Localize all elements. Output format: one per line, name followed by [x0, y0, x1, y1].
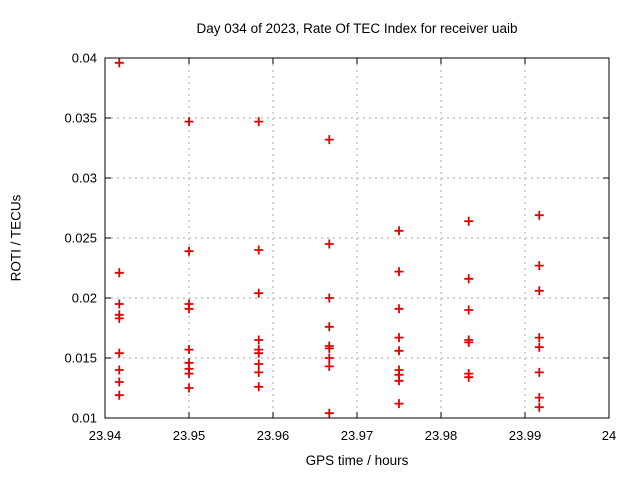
data-point-marker — [184, 304, 194, 314]
data-point-marker — [394, 333, 404, 343]
data-point-marker — [114, 313, 124, 323]
y-tick-label: 0.015 — [64, 351, 97, 366]
x-axis-label: GPS time / hours — [305, 453, 409, 468]
data-point-marker — [394, 399, 404, 409]
data-point-marker — [254, 117, 264, 127]
y-tick-label: 0.025 — [64, 231, 97, 246]
y-tick-label: 0.04 — [72, 51, 97, 66]
data-point-marker — [324, 361, 334, 371]
data-point-marker — [114, 377, 124, 387]
y-tick-label: 0.02 — [72, 291, 97, 306]
data-point-marker — [534, 402, 544, 412]
data-point-marker — [184, 369, 194, 379]
data-point-marker — [534, 261, 544, 271]
data-point-marker — [324, 322, 334, 332]
data-point-marker — [114, 299, 124, 309]
x-tick-label: 23.99 — [509, 428, 542, 443]
data-point-marker — [324, 239, 334, 249]
data-point-marker — [534, 210, 544, 220]
y-axis-label: ROTI / TECUs — [8, 194, 24, 282]
x-tick-label: 23.95 — [173, 428, 206, 443]
data-point-marker — [324, 135, 334, 145]
chart-title: Day 034 of 2023, Rate Of TEC Index for r… — [196, 21, 518, 36]
y-tick-label: 0.01 — [72, 411, 97, 426]
data-point-marker — [254, 359, 264, 369]
data-point-marker — [324, 343, 334, 353]
data-point-marker — [254, 382, 264, 392]
data-point-marker — [324, 408, 334, 418]
data-point-marker — [324, 293, 334, 303]
data-point-marker — [254, 348, 264, 358]
data-point-marker — [394, 376, 404, 386]
data-point-marker — [114, 348, 124, 358]
y-tick-label: 0.035 — [64, 111, 97, 126]
data-point-marker — [394, 304, 404, 314]
data-point-marker — [254, 335, 264, 345]
data-point-marker — [394, 267, 404, 277]
data-point-marker — [394, 346, 404, 356]
data-point-marker — [534, 333, 544, 343]
data-point-marker — [184, 117, 194, 127]
x-tick-label: 23.98 — [425, 428, 458, 443]
data-point-marker — [534, 367, 544, 377]
data-point-marker — [254, 367, 264, 377]
data-point-marker — [534, 286, 544, 296]
data-point-marker — [464, 274, 474, 284]
data-point-marker — [184, 345, 194, 355]
data-point-marker — [254, 245, 264, 255]
data-point-marker — [114, 268, 124, 278]
data-point-marker — [534, 342, 544, 352]
x-tick-label: 23.97 — [341, 428, 374, 443]
data-point-marker — [184, 246, 194, 256]
data-point-marker — [464, 216, 474, 226]
data-point-marker — [464, 337, 474, 347]
x-tick-label: 23.96 — [257, 428, 290, 443]
y-tick-label: 0.03 — [72, 171, 97, 186]
data-point-marker — [114, 58, 124, 68]
data-point-marker — [114, 390, 124, 400]
data-point-marker — [184, 383, 194, 393]
x-tick-label: 23.94 — [89, 428, 122, 443]
data-point-marker — [324, 353, 334, 363]
data-point-marker — [534, 393, 544, 403]
x-tick-label: 24 — [602, 428, 616, 443]
data-point-marker — [254, 288, 264, 298]
data-point-marker — [114, 365, 124, 375]
data-point-marker — [464, 305, 474, 315]
data-point-marker — [394, 226, 404, 236]
data-point-marker — [464, 372, 474, 382]
